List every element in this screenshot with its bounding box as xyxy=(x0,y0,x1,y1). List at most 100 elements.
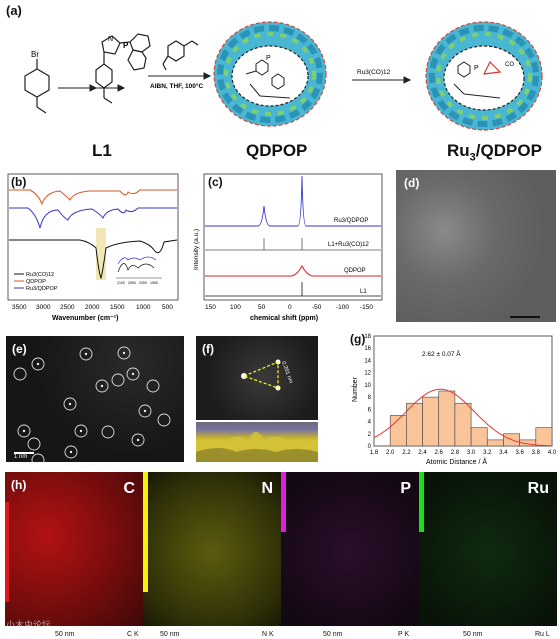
haadf-scale-text: 1 nm xyxy=(14,454,28,460)
nmr-stick-l1 xyxy=(205,282,381,297)
histogram-y-tick: 14 xyxy=(364,358,371,364)
nmr-tick-2: 50 xyxy=(258,304,266,311)
arrow-step3 xyxy=(352,76,412,84)
histogram-y-tick: 6 xyxy=(368,407,372,413)
ru-reagent-text: Ru3(CO)12 xyxy=(357,69,391,76)
histogram-y-tick: 0 xyxy=(368,444,372,450)
map-ruthenium-name: Ru xyxy=(527,480,549,497)
map-phosphorus-caption: P K xyxy=(398,631,410,638)
surface-peaks xyxy=(196,432,318,462)
histogram-x-tick: 3.6 xyxy=(515,450,524,456)
nmr-spectrum-qdpop xyxy=(205,264,381,277)
ftir-inset-tick-1: 2050 xyxy=(128,281,136,285)
haadf-scalebar xyxy=(14,452,34,454)
ftir-panel: 2100 2050 2000 1950 Ru3(CO)12 QDPOP Ru3/… xyxy=(7,173,179,322)
histogram-annotation: 2.62 ± 0.07 Å xyxy=(422,349,461,358)
nmr-tick-6: -150 xyxy=(360,304,373,311)
histogram-bar xyxy=(486,439,504,447)
nmr-tick-4: -50 xyxy=(312,304,322,311)
histogram-bar xyxy=(438,390,456,447)
nmr-label-3: L1 xyxy=(360,289,367,295)
histogram-x-tick: 1.8 xyxy=(370,450,379,456)
ftir-tick-2: 2500 xyxy=(60,304,75,311)
ftir-inset: 2100 2050 2000 1950 xyxy=(116,256,162,285)
ftir-legend-1: QDPOP xyxy=(26,279,46,285)
histogram-xlabel: Atomic Distance / Å xyxy=(426,457,487,466)
l1-atom-P: P xyxy=(123,41,129,50)
histogram-x-tick: 3.2 xyxy=(483,450,492,456)
ftir-inset-tick-2: 2000 xyxy=(139,281,147,285)
arrow-step1 xyxy=(58,84,126,92)
histogram-ylabel: Number xyxy=(352,376,359,402)
nmr-panel: Ru3/QDPOP L1+Ru3(CO)12 QDPOP L1 Intensit… xyxy=(193,173,383,322)
nmr-label-1: L1+Ru3(CO)12 xyxy=(328,242,370,248)
ru3-qdpop-label: Ru3/QDPOP xyxy=(447,141,542,163)
histogram-y-tick: 10 xyxy=(364,383,371,389)
cluster-distance-text: 0.261 nm xyxy=(280,361,294,385)
histogram-x-tick: 3.0 xyxy=(467,450,476,456)
reaction-scheme: Br N P AIBN, THF, 100°C xyxy=(24,21,543,131)
histogram-x-tick: 2.6 xyxy=(435,450,444,456)
map-nitrogen-caption: N K xyxy=(262,631,274,638)
nmr-ticks: 150 100 50 0 -50 -100 -150 xyxy=(205,304,373,311)
nmr-tick-0: 150 xyxy=(205,304,216,311)
ru3-qdpop-cage-illustration: CO P xyxy=(425,21,543,131)
arrow-step2 xyxy=(148,72,212,80)
map-nitrogen-name: N xyxy=(261,480,273,497)
ftir-spectrum-qdpop xyxy=(9,189,177,206)
single-cluster-image: (f) 0.261 nm xyxy=(196,336,318,420)
ftir-legend-2: Ru3/QDPOP xyxy=(26,286,58,292)
ftir-legend: Ru3(CO)12 QDPOP Ru3/QDPOP xyxy=(14,272,58,292)
map-carbon-scale: 50 nm xyxy=(55,631,75,638)
haadf-cluster-circles xyxy=(13,346,171,462)
ftir-spectrum-ru3-qdpop xyxy=(9,207,177,229)
histogram-x-tick: 2.4 xyxy=(418,450,427,456)
panel-a-label: (a) xyxy=(6,3,22,18)
cluster-triangle: 0.261 nm xyxy=(241,359,294,391)
eds-map-phosphorus: P xyxy=(281,472,419,632)
map-ruthenium-scale: 50 nm xyxy=(463,631,483,638)
haadf-image: (e) 1 nm xyxy=(6,336,184,462)
histogram-x-tick: 4.0 xyxy=(548,450,557,456)
map-phosphorus-scale: 50 nm xyxy=(323,631,343,638)
map-nitrogen-scale: 50 nm xyxy=(160,631,180,638)
nmr-tick-3: 0 xyxy=(288,304,292,311)
ftir-xlabel: Wavenumber (cm⁻¹) xyxy=(52,315,118,322)
ftir-tick-6: 500 xyxy=(162,304,173,311)
ftir-legend-0: Ru3(CO)12 xyxy=(26,272,54,278)
histogram-y-ticks: 0 2 4 6 8 10 12 14 16 18 xyxy=(364,334,371,450)
eds-map-ruthenium: Ru xyxy=(419,472,557,632)
histogram-bar xyxy=(535,427,553,447)
divinylbenzene-structure xyxy=(162,40,199,71)
histogram-bar xyxy=(454,402,472,447)
panel-f-label: (f) xyxy=(202,342,214,356)
nmr-xlabel: chemical shift (ppm) xyxy=(250,315,318,322)
nmr-stick-l1-ru3co12 xyxy=(205,238,381,251)
histogram-fit-curve xyxy=(373,388,552,447)
ftir-inset-tick-3: 1950 xyxy=(150,281,158,285)
conditions-text: AIBN, THF, 100°C xyxy=(150,82,203,90)
bromo-label: Br xyxy=(31,50,39,59)
histogram-x-tick: 3.4 xyxy=(499,450,508,456)
panel-d-label: (d) xyxy=(404,176,420,190)
l1-label: L1 xyxy=(92,141,112,160)
surface-plot xyxy=(196,422,318,462)
histogram-y-tick: 2 xyxy=(368,432,372,438)
map-phosphorus-color-bar xyxy=(281,472,286,532)
qdpop-cage-illustration: P xyxy=(213,21,327,127)
ru3-qdpop-suffix: /QDPOP xyxy=(475,141,542,160)
nmr-ylabel: Intensity (a.u.) xyxy=(193,229,200,270)
histogram-x-ticks: 1.8 2.0 2.2 2.4 2.6 2.8 3.0 3.2 3.4 3.6 3.8 4.0 xyxy=(370,450,557,456)
map-ruthenium-color-bar xyxy=(419,472,424,532)
panel-h-label: (h) xyxy=(11,478,27,492)
histogram-y-tick: 16 xyxy=(364,346,371,352)
ru-qdpop-atom-P: P xyxy=(474,65,479,72)
panel-g-label: (g) xyxy=(350,332,366,346)
ftir-inset-tick-0: 2100 xyxy=(117,281,125,285)
panel-b-label: (b) xyxy=(11,175,27,189)
histogram-bar xyxy=(470,427,488,447)
ru-co-label: CO xyxy=(505,62,514,68)
ftir-tick-0: 3500 xyxy=(12,304,27,311)
histogram-y-tick: 4 xyxy=(368,420,372,426)
bromobenzaldehyde-structure xyxy=(24,59,50,114)
